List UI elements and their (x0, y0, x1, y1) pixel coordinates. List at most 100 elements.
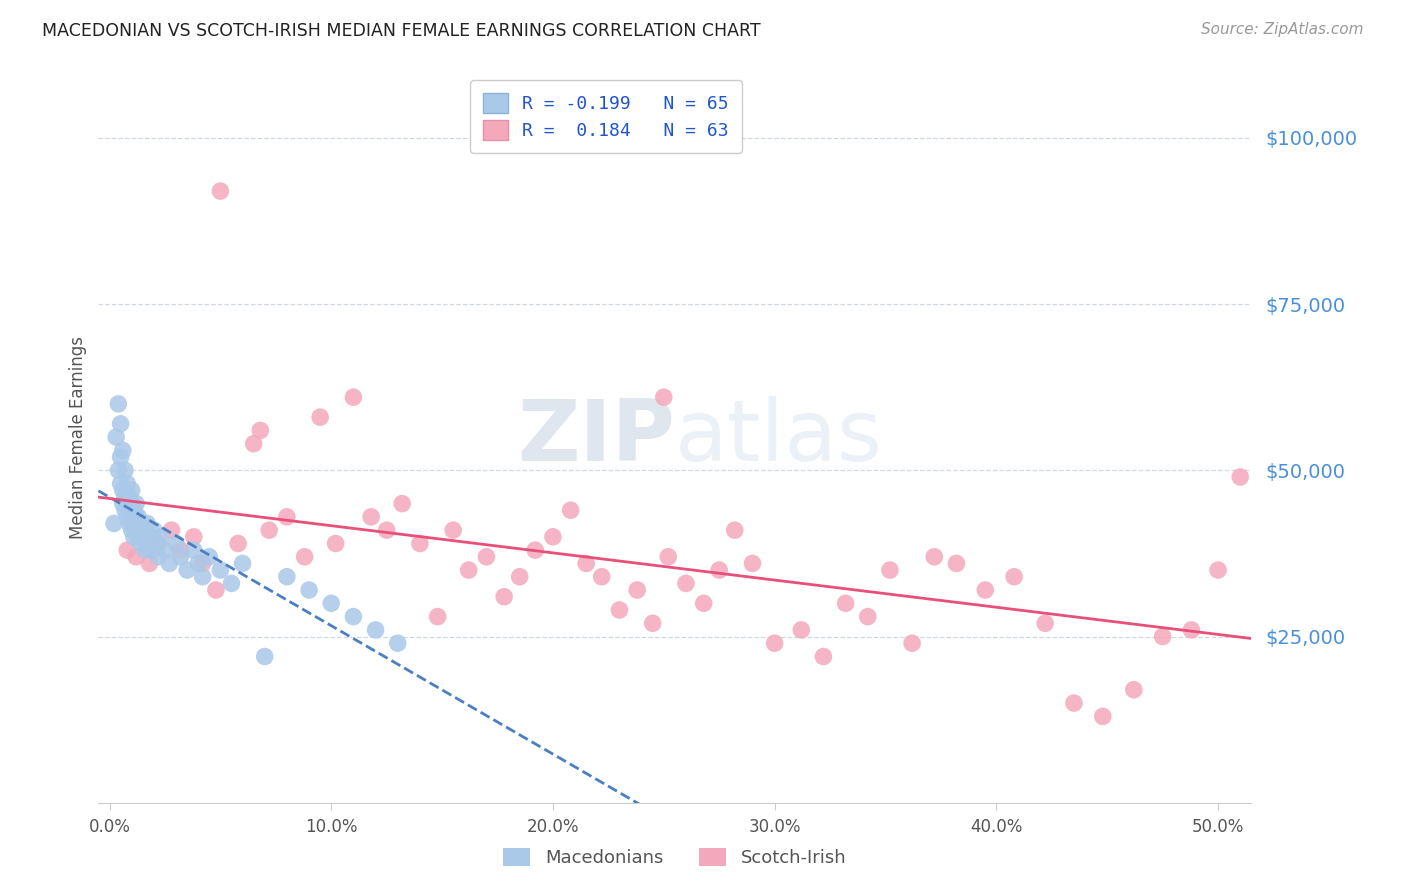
Point (575, 557, 598, 571)
Point (118, 490, 141, 504)
Point (191, 557, 214, 571)
Point (165, 536, 187, 550)
Point (591, 570, 613, 584)
Point (309, 410, 332, 425)
Point (391, 497, 413, 511)
Point (441, 523, 464, 537)
Point (148, 549, 170, 564)
Point (257, 523, 280, 537)
Text: ZIP: ZIP (517, 395, 675, 479)
Point (475, 549, 498, 564)
Point (138, 557, 160, 571)
Point (134, 523, 156, 537)
Point (1180, 623, 1202, 637)
Text: MACEDONIAN VS SCOTCH-IRISH MEDIAN FEMALE EARNINGS CORRELATION CHART: MACEDONIAN VS SCOTCH-IRISH MEDIAN FEMALE… (42, 22, 761, 40)
Point (321, 596, 343, 610)
Point (205, 582, 228, 597)
Point (103, 516, 125, 531)
Point (129, 536, 152, 550)
Point (945, 557, 967, 571)
Point (117, 509, 139, 524)
Point (1033, 616, 1056, 631)
Y-axis label: Median Female Earnings: Median Female Earnings (69, 335, 87, 539)
Point (298, 582, 321, 597)
Point (409, 536, 432, 550)
Point (111, 443, 134, 458)
Point (1063, 696, 1085, 710)
Point (1091, 709, 1114, 723)
Point (641, 616, 664, 631)
Point (1122, 682, 1144, 697)
Point (157, 557, 180, 571)
Point (342, 609, 364, 624)
Point (924, 549, 946, 564)
Point (652, 390, 675, 404)
Point (125, 497, 148, 511)
Point (118, 516, 141, 531)
Point (856, 609, 879, 624)
Point (813, 649, 835, 664)
Point (114, 503, 136, 517)
Point (169, 543, 191, 558)
Point (342, 390, 364, 404)
Point (325, 536, 347, 550)
Point (763, 636, 786, 650)
Point (724, 523, 747, 537)
Point (160, 523, 183, 537)
Point (134, 543, 156, 558)
Point (249, 424, 271, 438)
Point (129, 523, 152, 537)
Point (375, 523, 398, 537)
Point (231, 557, 254, 571)
Point (138, 530, 160, 544)
Point (111, 497, 134, 511)
Text: atlas: atlas (675, 395, 883, 479)
Point (657, 549, 679, 564)
Point (834, 596, 856, 610)
Point (426, 609, 449, 624)
Point (457, 563, 479, 577)
Point (110, 417, 132, 431)
Point (127, 516, 149, 531)
Point (114, 490, 136, 504)
Point (709, 563, 731, 577)
Point (122, 530, 145, 544)
Point (524, 543, 547, 558)
Point (122, 503, 145, 517)
Point (125, 509, 148, 524)
Point (105, 430, 128, 444)
Point (901, 636, 924, 650)
Point (560, 503, 582, 517)
Point (187, 557, 209, 571)
Point (169, 549, 191, 564)
Point (974, 582, 997, 597)
Point (191, 570, 214, 584)
Point (626, 582, 648, 597)
Point (118, 503, 141, 517)
Point (141, 543, 163, 558)
Point (242, 436, 264, 450)
Point (149, 530, 172, 544)
Point (609, 603, 631, 617)
Point (364, 623, 387, 637)
Point (176, 563, 198, 577)
Point (675, 576, 697, 591)
Point (879, 563, 901, 577)
Point (127, 509, 149, 524)
Point (693, 596, 716, 610)
Point (110, 450, 132, 464)
Point (198, 549, 221, 564)
Point (360, 509, 382, 524)
Point (132, 516, 155, 531)
Point (1152, 630, 1174, 644)
Point (294, 549, 316, 564)
Point (209, 563, 232, 577)
Point (494, 590, 516, 604)
Point (276, 509, 298, 524)
Point (183, 543, 205, 558)
Point (127, 530, 149, 544)
Point (121, 523, 143, 537)
Point (142, 523, 165, 537)
Point (117, 476, 139, 491)
Point (125, 523, 148, 537)
